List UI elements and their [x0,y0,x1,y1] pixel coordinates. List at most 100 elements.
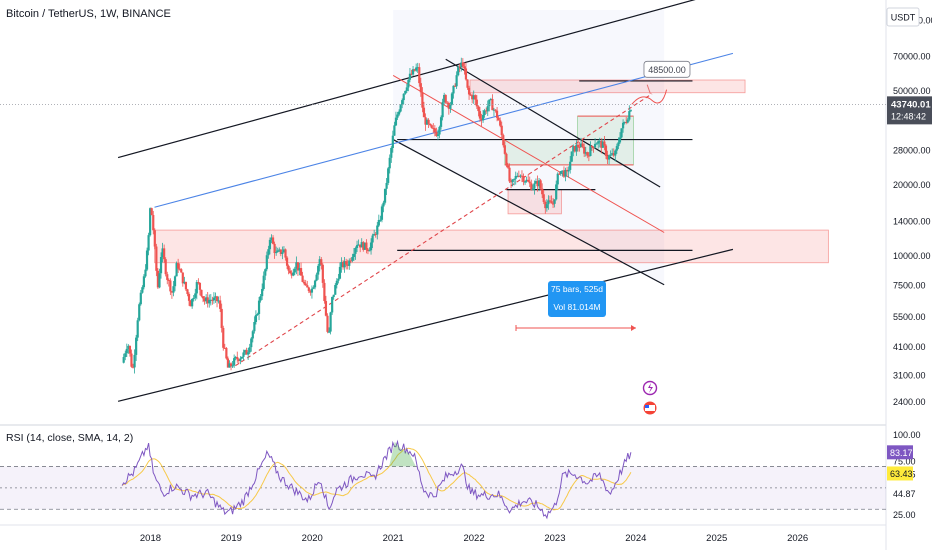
candle-body [331,296,334,313]
rsi-value-label: 63.43 [890,469,913,479]
candle-body [138,304,141,321]
candle-body [276,250,279,253]
candle-body [545,204,548,209]
candle-body [360,242,363,248]
candle-body [567,169,570,172]
candle-body [189,300,192,307]
falling-channel-fill [393,10,665,285]
candle-body [217,300,220,302]
candle-body [282,249,286,253]
candle-body [293,268,296,273]
candle-body [446,102,449,104]
current-price-label: 43740.01 [891,99,931,110]
candle-body [427,119,430,124]
rsi-tick-label: 75.00 [893,457,916,467]
candle-body [537,180,541,187]
candle-body [464,68,468,80]
candle-body [536,181,539,187]
candle-body [500,125,503,136]
candle-body [475,99,478,107]
candle-body [211,299,214,301]
candle-body [469,94,472,96]
candle-body [514,175,517,179]
candle-body [368,250,371,252]
candle-body [278,249,281,251]
candle-body [142,276,146,288]
candle-body [181,272,184,284]
candle-body [578,146,581,148]
candle-body [167,279,170,281]
candle-body [390,148,393,158]
trend-line-4 [154,52,734,208]
candle-body [517,175,520,177]
candle-body [222,327,225,348]
candle-body [248,347,251,353]
candle-body [242,352,245,357]
measure-box[interactable] [548,281,606,317]
candle-body [387,168,390,183]
candle-body [124,353,127,358]
candle-body [614,150,617,156]
candle-body [404,90,407,94]
price-tick-label: 7500.00 [893,280,926,290]
candle-body [565,169,569,172]
candle-body [575,144,578,152]
candle-body [485,110,488,112]
zone-red-0 [154,229,829,264]
candle-body [295,262,298,269]
candle-body [551,203,555,205]
candle-body [275,252,278,254]
candle-body [480,118,483,121]
candle-body [279,249,282,254]
candle-body [205,297,208,302]
target-pointer [646,84,651,94]
candle-body [587,155,590,157]
candle-body [306,285,309,288]
candle-body [264,269,267,276]
candle-body [220,308,223,328]
currency-badge[interactable] [886,7,920,27]
candle-body [421,92,424,108]
candle-body [405,87,408,91]
candle-body [183,281,186,284]
candle-body [191,298,194,307]
candle-body [590,146,594,148]
candle-body [307,287,310,292]
measure-arrow-head [631,325,636,331]
price-tick-label: 28000.00 [893,145,931,155]
candle-body [371,235,374,243]
candle-body [453,85,457,87]
candle-body [586,152,589,156]
candle-body [337,278,340,281]
candle-body [604,145,608,156]
candle-body [203,298,206,302]
rsi-indicator-title[interactable]: RSI (14, close, SMA, 14, 2) [6,432,134,444]
candle-body [166,274,169,280]
candle-body [511,179,514,182]
candle-body [444,94,447,103]
candle-body [589,146,592,157]
candle-body [273,243,276,254]
candle-body [332,294,335,297]
candle-body [144,269,147,277]
time-tick-label: 2023 [544,533,565,544]
candle-body [304,283,307,286]
candle-body [615,146,618,151]
rsi-value-badge [887,445,913,460]
candle-body [268,239,272,250]
candle-body [299,268,303,276]
candle-body [548,200,552,202]
candle-body [618,137,622,143]
time-tick-label: 2021 [383,533,404,544]
symbol-title[interactable]: Bitcoin / TetherUS, 1W, BINANCE [6,8,171,20]
candle-body [474,95,477,100]
candle-body [161,248,164,258]
candle-body [450,93,454,105]
candle-body [239,358,242,361]
candle-body [495,110,499,118]
candle-body [247,352,250,355]
candle-body [334,285,337,295]
candle-body [505,153,508,166]
